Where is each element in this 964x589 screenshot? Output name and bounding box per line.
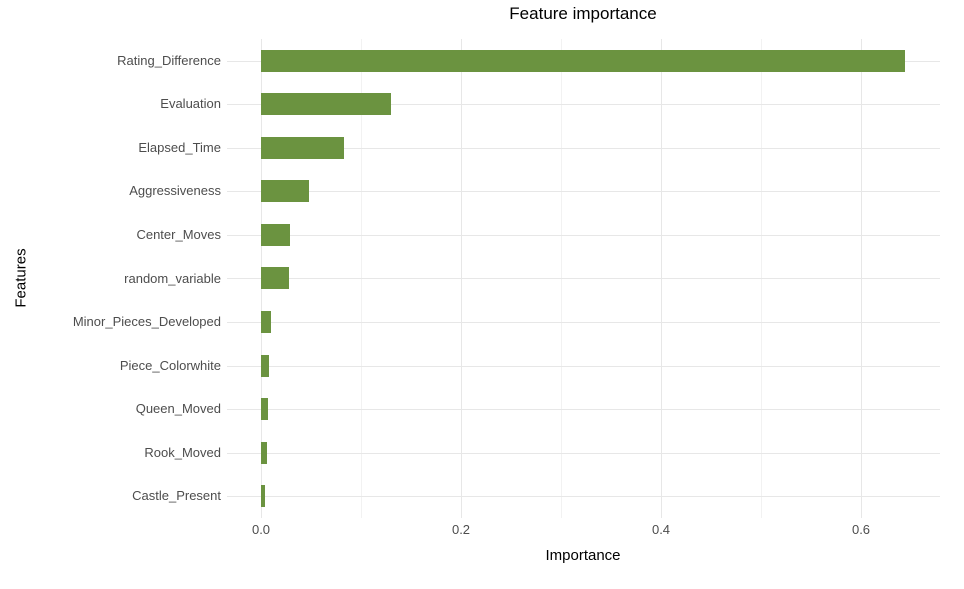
- row-gridline: [227, 191, 940, 193]
- bar-Castle_Present: [261, 485, 265, 508]
- y-tick-label: Evaluation: [160, 96, 221, 112]
- bar-row: [227, 431, 940, 475]
- bar-row: [227, 387, 940, 431]
- row-gridline: [227, 322, 940, 324]
- row-gridline: [227, 496, 940, 498]
- bar-Minor_Pieces_Developed: [261, 311, 271, 334]
- y-tick-label: Rook_Moved: [144, 444, 221, 460]
- bar-Piece_Colorwhite: [261, 354, 269, 377]
- bar-row: [227, 83, 940, 127]
- row-gridline: [227, 147, 940, 149]
- bar-row: [227, 474, 940, 518]
- y-tick-label: random_variable: [124, 270, 221, 286]
- bar-Center_Moves: [261, 223, 290, 246]
- bar-row: [227, 257, 940, 301]
- bar-row: [227, 170, 940, 214]
- bar-Rook_Moved: [261, 441, 267, 464]
- row-gridline: [227, 234, 940, 236]
- y-tick-label: Center_Moves: [136, 226, 221, 242]
- row-gridline: [227, 452, 940, 454]
- plot-panel: [227, 39, 940, 518]
- x-tick-label: 0.0: [251, 522, 271, 537]
- y-axis-labels: Rating_Difference Evaluation Elapsed_Time A…: [0, 39, 221, 518]
- y-tick-label: Elapsed_Time: [138, 139, 221, 155]
- y-tick-label: Rating_Difference: [117, 52, 221, 68]
- row-gridline: [227, 278, 940, 280]
- bar-Rating_Difference: [261, 49, 905, 72]
- bar-random_variable: [261, 267, 289, 290]
- row-gridline: [227, 409, 940, 411]
- row-gridline: [227, 104, 940, 106]
- y-tick-label: Minor_Pieces_Developed: [72, 314, 221, 330]
- bar-Aggressiveness: [261, 180, 309, 203]
- y-tick-label: Queen_Moved: [135, 401, 221, 417]
- bar-row: [227, 126, 940, 170]
- bar-row: [227, 344, 940, 388]
- bar-row: [227, 300, 940, 344]
- x-tick-label: 0.2: [451, 522, 471, 537]
- bar-row: [227, 39, 940, 83]
- x-axis-title: Importance: [545, 547, 621, 564]
- x-tick-label: 0.6: [851, 522, 871, 537]
- y-tick-label: Piece_Colorwhite: [119, 357, 221, 373]
- row-gridline: [227, 365, 940, 367]
- bar-row: [227, 213, 940, 257]
- y-tick-label: Castle_Present: [132, 488, 221, 504]
- y-tick-label: Aggressiveness: [129, 183, 221, 199]
- bar-Elapsed_Time: [261, 136, 344, 159]
- chart-title: Feature importance: [509, 4, 657, 23]
- bar-Queen_Moved: [261, 398, 268, 421]
- x-tick-label: 0.4: [651, 522, 671, 537]
- bar-Evaluation: [261, 93, 391, 116]
